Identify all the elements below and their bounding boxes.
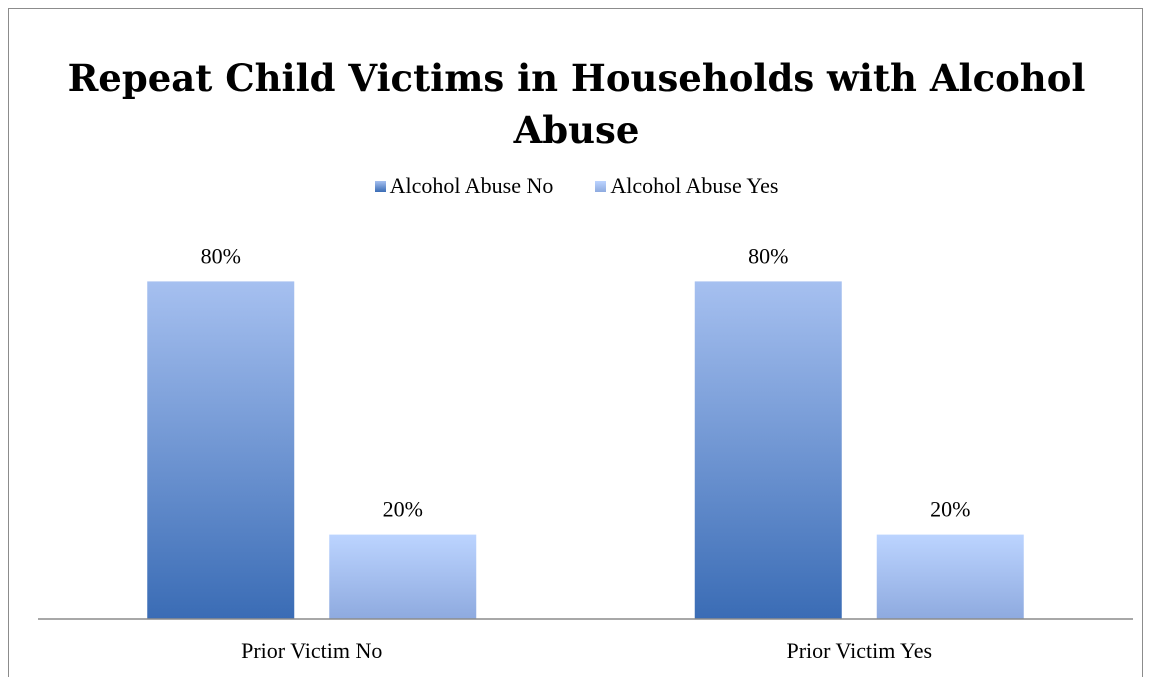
category-label-prior-victim-no: Prior Victim No: [241, 638, 382, 663]
chart-title: Repeat Child Victims in Households with …: [67, 56, 1086, 152]
data-label-prior-victim-no-alcohol-abuse-no: 80%: [201, 243, 241, 268]
legend-swatch-alcohol-abuse-no: [374, 180, 386, 192]
chart-legend: Alcohol Abuse No Alcohol Abuse Yes: [0, 173, 1153, 199]
legend-label-alcohol-abuse-no: Alcohol Abuse No: [389, 173, 554, 198]
data-label-prior-victim-yes-alcohol-abuse-yes: 20%: [930, 497, 970, 522]
bar-prior-victim-yes-alcohol-abuse-yes: [876, 534, 1024, 619]
data-label-prior-victim-yes-alcohol-abuse-no: 80%: [748, 243, 788, 268]
bar-prior-victim-yes-alcohol-abuse-no: [694, 281, 842, 619]
category-label-prior-victim-yes: Prior Victim Yes: [786, 638, 932, 663]
legend-item-alcohol-abuse-no: Alcohol Abuse No: [374, 173, 554, 199]
legend-item-alcohol-abuse-yes: Alcohol Abuse Yes: [595, 173, 778, 199]
legend-label-alcohol-abuse-yes: Alcohol Abuse Yes: [610, 173, 779, 198]
bar-prior-victim-no-alcohol-abuse-yes: [329, 534, 477, 619]
data-label-prior-victim-no-alcohol-abuse-yes: 20%: [383, 497, 423, 522]
legend-swatch-alcohol-abuse-yes: [595, 180, 607, 192]
bar-prior-victim-no-alcohol-abuse-no: [147, 281, 295, 619]
